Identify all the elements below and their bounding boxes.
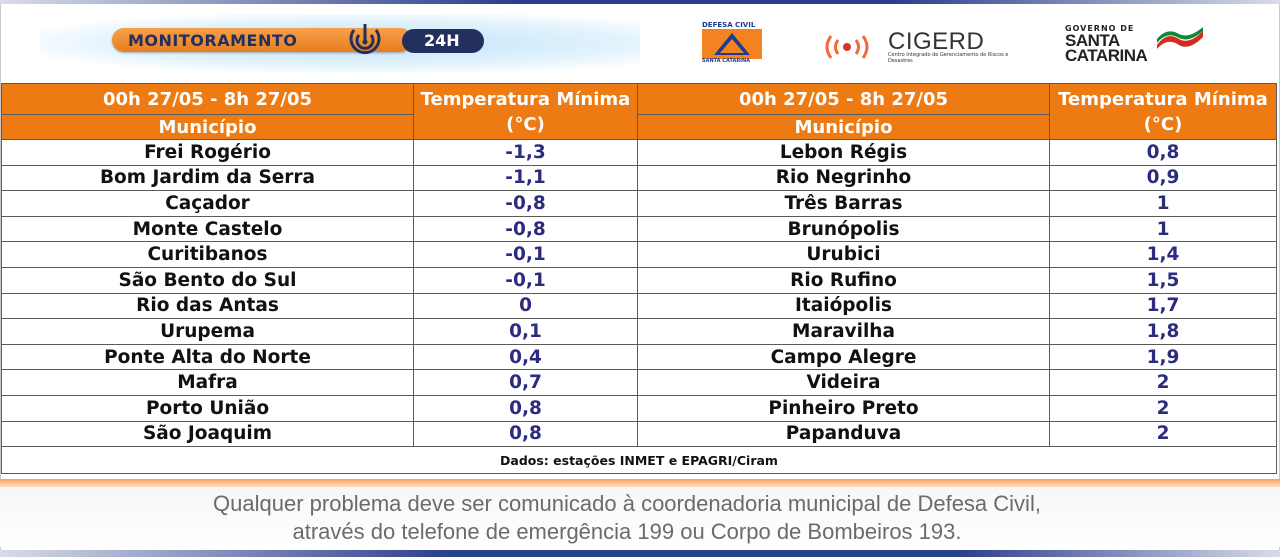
left-temp-cell: -0,1 <box>413 241 638 268</box>
right-municipio-cell: Itaiópolis <box>637 292 1050 320</box>
left-municipio-cell: Caçador <box>1 190 414 217</box>
table-row: Caçador -0,8 Três Barras 1 <box>1 190 1277 217</box>
left-temp-cell: -1,1 <box>413 164 638 192</box>
right-temp-cell: 1,5 <box>1049 266 1277 294</box>
left-municipio-cell: Urupema <box>1 318 414 345</box>
cigerd-wave-icon <box>825 35 869 59</box>
right-municipio-cell: Três Barras <box>637 190 1050 217</box>
left-temp-cell: 0 <box>413 292 638 320</box>
right-municipio-cell: Campo Alegre <box>637 343 1050 371</box>
right-municipio-cell: Urubici <box>637 241 1050 268</box>
right-temp-cell: 0,8 <box>1049 139 1277 166</box>
left-temp-cell: -0,8 <box>413 190 638 217</box>
cigerd-logo-text: CIGERD <box>888 28 985 55</box>
right-municipio-header: Município <box>637 114 1050 140</box>
right-temp-cell: 2 <box>1049 369 1277 396</box>
table-row: Porto União 0,8 Pinheiro Preto 2 <box>1 394 1277 422</box>
right-municipio-cell: Rio Rufino <box>637 266 1050 294</box>
right-temp-cell: 2 <box>1049 394 1277 422</box>
right-municipio-cell: Maravilha <box>637 318 1050 345</box>
table-row: São Joaquim 0,8 Papanduva 2 <box>1 420 1277 448</box>
table-row: Bom Jardim da Serra -1,1 Rio Negrinho 0,9 <box>1 164 1277 192</box>
table-row: Urupema 0,1 Maravilha 1,8 <box>1 318 1277 345</box>
left-temp-cell: -1,3 <box>413 139 638 166</box>
left-municipio-cell: Frei Rogério <box>1 139 414 166</box>
left-temp-header: Temperatura Mínima (°C) <box>413 83 638 140</box>
bottom-accent-line <box>0 550 1280 557</box>
left-temp-cell: 0,8 <box>413 420 638 448</box>
right-municipio-cell: Pinheiro Preto <box>637 394 1050 422</box>
right-temp-cell: 1,9 <box>1049 343 1277 371</box>
left-municipio-cell: Rio das Antas <box>1 292 414 320</box>
table-body: Frei Rogério -1,3 Lebon Régis 0,8 Bom Jardim… <box>1 139 1277 448</box>
left-temp-cell: -0,8 <box>413 215 638 243</box>
table-subheader-row: Município Município <box>1 114 1277 140</box>
right-temp-cell: 2 <box>1049 420 1277 448</box>
monitor-label: MONITORAMENTO <box>128 31 298 50</box>
left-municipio-cell: São Bento do Sul <box>1 266 414 294</box>
table-row: Ponte Alta do Norte 0,4 Campo Alegre 1,9 <box>1 343 1277 371</box>
right-temp-cell: 1,7 <box>1049 292 1277 320</box>
notice-text: Qualquer problema deve ser comunicado à … <box>0 490 1254 546</box>
left-municipio-cell: São Joaquim <box>1 420 414 448</box>
table-row: Rio das Antas 0 Itaiópolis 1,7 <box>1 292 1277 320</box>
notice-background <box>0 487 1280 547</box>
table-footer-row: Dados: estações INMET e EPAGRI/Ciram <box>1 446 1277 475</box>
sc-flag-icon <box>1157 27 1203 49</box>
table-row: Monte Castelo -0,8 Brunópolis 1 <box>1 215 1277 243</box>
defesa-civil-logo <box>700 21 764 67</box>
right-temp-cell: 0,9 <box>1049 164 1277 192</box>
table-header-row: 00h 27/05 - 8h 27/05 Temperatura Mínima … <box>1 83 1277 140</box>
badge-24h-label: 24H <box>424 31 460 50</box>
temperature-table: 00h 27/05 - 8h 27/05 Temperatura Mínima … <box>1 83 1277 475</box>
left-temp-cell: 0,8 <box>413 394 638 422</box>
left-period-header: 00h 27/05 - 8h 27/05 <box>1 83 414 115</box>
right-temp-cell: 1 <box>1049 190 1277 217</box>
notice-line-1: Qualquer problema deve ser comunicado à … <box>213 491 1041 516</box>
gov-sc-top: GOVERNO DE <box>1065 24 1135 33</box>
right-municipio-cell: Papanduva <box>637 420 1050 448</box>
top-accent-line <box>0 0 1280 4</box>
right-period-header: 00h 27/05 - 8h 27/05 <box>637 83 1050 115</box>
orange-divider <box>0 479 1280 487</box>
data-source-note: Dados: estações INMET e EPAGRI/Ciram <box>1 446 1277 475</box>
notice-line-2: através do telefone de emergência 199 ou… <box>292 519 962 544</box>
left-municipio-cell: Mafra <box>1 369 414 396</box>
left-municipio-header: Município <box>1 114 414 140</box>
table-row: Frei Rogério -1,3 Lebon Régis 0,8 <box>1 139 1277 166</box>
right-temp-cell: 1 <box>1049 215 1277 243</box>
left-municipio-cell: Curitibanos <box>1 241 414 268</box>
left-municipio-cell: Bom Jardim da Serra <box>1 164 414 192</box>
left-temp-cell: 0,7 <box>413 369 638 396</box>
left-municipio-cell: Porto União <box>1 394 414 422</box>
table-row: Mafra 0,7 Videira 2 <box>1 369 1277 396</box>
table-row: Curitibanos -0,1 Urubici 1,4 <box>1 241 1277 268</box>
gov-sc-line2: CATARINA <box>1065 46 1148 65</box>
right-municipio-cell: Videira <box>637 369 1050 396</box>
right-municipio-cell: Lebon Régis <box>637 139 1050 166</box>
defesa-civil-label: DEFESA CIVIL <box>702 21 756 29</box>
left-temp-cell: -0,1 <box>413 266 638 294</box>
left-municipio-cell: Ponte Alta do Norte <box>1 343 414 371</box>
left-temp-cell: 0,1 <box>413 318 638 345</box>
right-municipio-cell: Rio Negrinho <box>637 164 1050 192</box>
target-icon <box>349 24 381 55</box>
table-row: São Bento do Sul -0,1 Rio Rufino 1,5 <box>1 266 1277 294</box>
left-municipio-cell: Monte Castelo <box>1 215 414 243</box>
cigerd-subtitle: Centro Integrado de Gerenciamento de Ris… <box>888 52 1009 64</box>
badge-24h-pill <box>402 29 484 53</box>
right-temp-cell: 1,8 <box>1049 318 1277 345</box>
right-temp-cell: 1,4 <box>1049 241 1277 268</box>
header-banner: MONITORAMENTO 24H DEFESA CIVIL SANTA CAT… <box>0 4 1280 82</box>
gov-sc-line1: SANTA <box>1065 31 1120 50</box>
left-temp-cell: 0,4 <box>413 343 638 371</box>
right-municipio-cell: Brunópolis <box>637 215 1050 243</box>
right-temp-header: Temperatura Mínima (°C) <box>1049 83 1277 140</box>
defesa-civil-state: SANTA CATARINA <box>702 58 751 64</box>
